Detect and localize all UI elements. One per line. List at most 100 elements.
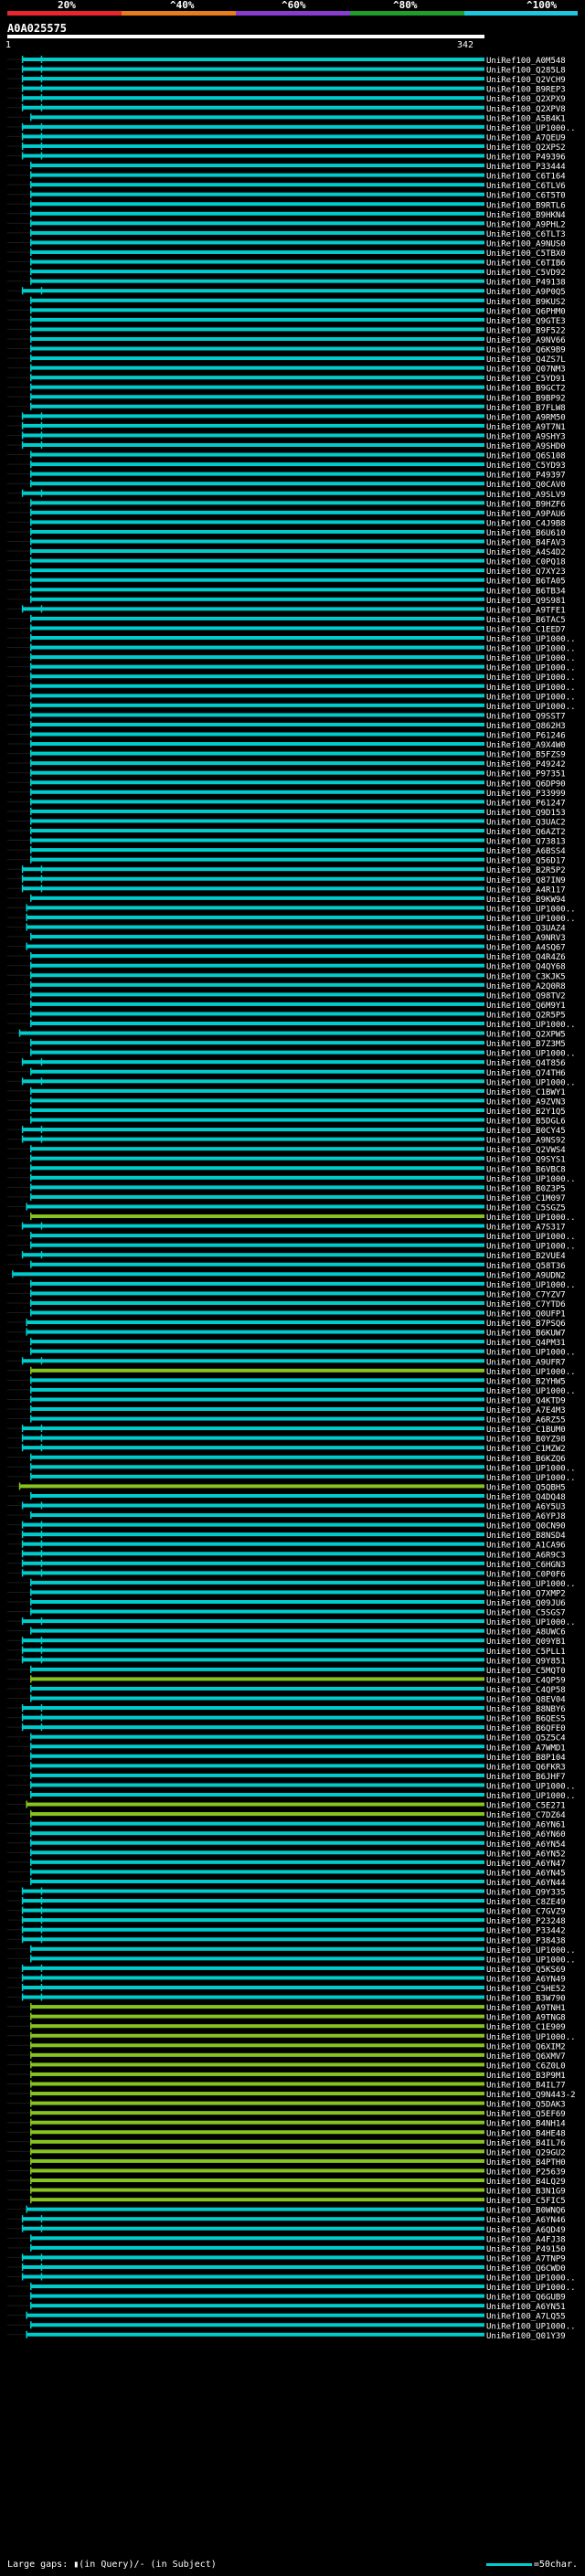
hit-label[interactable]: UniRef100_C5FIC5 xyxy=(486,2197,566,2206)
hit-row[interactable]: UniRef100_UP1000.. xyxy=(7,1173,576,1184)
hit-row[interactable]: UniRef100_B6KUW7 xyxy=(7,1328,566,1339)
hit-label[interactable]: UniRef100_C6TIB6 xyxy=(486,260,566,269)
hit-bar[interactable] xyxy=(31,1850,484,1855)
hit-row[interactable]: UniRef100_Q6PHM0 xyxy=(7,306,566,316)
hit-bar[interactable] xyxy=(22,1224,484,1228)
hit-row[interactable]: UniRef100_B2Y1Q5 xyxy=(7,1106,566,1117)
hit-label[interactable]: UniRef100_UP1000.. xyxy=(486,703,576,712)
hit-bar[interactable] xyxy=(22,1889,484,1893)
hit-bar[interactable] xyxy=(31,1590,484,1595)
hit-bar[interactable] xyxy=(31,1956,484,1961)
hit-row[interactable]: UniRef100_A5B4K1 xyxy=(7,113,566,123)
hit-label[interactable]: UniRef100_Q2XPX9 xyxy=(486,95,566,104)
hit-bar[interactable] xyxy=(22,1658,484,1662)
hit-label[interactable]: UniRef100_Q862H3 xyxy=(486,722,566,731)
hit-bar[interactable] xyxy=(31,1677,484,1681)
hit-bar[interactable] xyxy=(22,1532,484,1537)
hit-label[interactable]: UniRef100_A9NRV3 xyxy=(486,934,566,943)
hit-label[interactable]: UniRef100_C5PLL1 xyxy=(486,1648,566,1657)
hit-bar[interactable] xyxy=(31,1667,484,1671)
hit-row[interactable]: UniRef100_C6TLT3 xyxy=(7,228,566,239)
hit-row[interactable]: UniRef100_C4QP59 xyxy=(7,1675,566,1685)
hit-label[interactable]: UniRef100_B9HKN4 xyxy=(486,211,566,220)
hit-bar[interactable] xyxy=(31,2072,484,2076)
hit-row[interactable]: UniRef100_P61246 xyxy=(7,730,566,741)
hit-bar[interactable] xyxy=(22,58,484,61)
hit-bar[interactable] xyxy=(31,1465,484,1469)
hit-bar[interactable] xyxy=(31,1407,484,1411)
hit-label[interactable]: UniRef100_C6Z0L0 xyxy=(486,2062,566,2071)
hit-label[interactable]: UniRef100_A2Q0R8 xyxy=(486,982,566,991)
hit-label[interactable]: UniRef100_UP1000.. xyxy=(486,1243,576,1252)
hit-label[interactable]: UniRef100_B9GCT2 xyxy=(486,385,566,394)
hit-row[interactable]: UniRef100_P23248 xyxy=(7,1916,566,1926)
hit-bar[interactable] xyxy=(31,346,484,351)
hit-label[interactable]: UniRef100_A1CA96 xyxy=(486,1542,566,1551)
hit-label[interactable]: UniRef100_A6R9C3 xyxy=(486,1551,566,1560)
hit-label[interactable]: UniRef100_B6JHF7 xyxy=(486,1773,566,1782)
hit-label[interactable]: UniRef100_Q9S981 xyxy=(486,597,566,606)
hit-row[interactable]: UniRef100_A9SLV9 xyxy=(7,489,566,500)
hit-row[interactable]: UniRef100_B5DGL6 xyxy=(7,1116,566,1127)
hit-row[interactable]: UniRef100_A9SHY3 xyxy=(7,431,566,441)
hit-row[interactable]: UniRef100_P38438 xyxy=(7,1935,566,1945)
hit-label[interactable]: UniRef100_UP1000.. xyxy=(486,1021,576,1030)
hit-bar[interactable] xyxy=(31,751,484,756)
hit-label[interactable]: UniRef100_C6T5T0 xyxy=(486,192,566,201)
hit-bar[interactable] xyxy=(31,2236,484,2241)
hit-label[interactable]: UniRef100_A6YN51 xyxy=(486,2303,566,2312)
hit-bar[interactable] xyxy=(31,549,484,554)
hit-row[interactable]: UniRef100_C1BWY1 xyxy=(7,1087,566,1097)
hit-row[interactable]: UniRef100_B8NBY6 xyxy=(7,1704,566,1714)
hit-label[interactable]: UniRef100_C0P0F6 xyxy=(486,1570,566,1579)
hit-bar[interactable] xyxy=(31,230,484,235)
hit-row[interactable]: UniRef100_B2VUE4 xyxy=(7,1251,566,1261)
hit-bar[interactable] xyxy=(31,954,484,959)
hit-label[interactable]: UniRef100_Q01Y39 xyxy=(486,2332,566,2341)
hit-label[interactable]: UniRef100_Q6M9Y1 xyxy=(486,1002,566,1011)
hit-bar[interactable] xyxy=(31,1281,484,1286)
hit-row[interactable]: UniRef100_A6QD49 xyxy=(7,2224,566,2235)
hit-bar[interactable] xyxy=(31,1310,484,1315)
hit-row[interactable]: UniRef100_Q0UFP1 xyxy=(7,1309,566,1320)
hit-row[interactable]: UniRef100_UP1000.. xyxy=(7,634,576,644)
hit-row[interactable]: UniRef100_UP1000.. xyxy=(7,1781,576,1791)
hit-label[interactable]: UniRef100_Q09YB1 xyxy=(486,1638,566,1647)
hit-label[interactable]: UniRef100_B2YHW5 xyxy=(486,1377,566,1386)
hit-row[interactable]: UniRef100_C7DZ64 xyxy=(7,1810,566,1820)
hit-row[interactable]: UniRef100_Q3UAC2 xyxy=(7,817,566,827)
hit-label[interactable]: UniRef100_B9KUS2 xyxy=(486,298,566,307)
hit-bar[interactable] xyxy=(31,279,484,283)
hit-label[interactable]: UniRef100_C5SGZ5 xyxy=(486,1203,566,1213)
hit-label[interactable]: UniRef100_UP1000.. xyxy=(486,1050,576,1059)
hit-row[interactable]: UniRef100_B4FAV3 xyxy=(7,537,566,548)
hit-label[interactable]: UniRef100_UP1000.. xyxy=(486,1281,576,1290)
hit-row[interactable]: UniRef100_P49242 xyxy=(7,759,566,769)
hit-bar[interactable] xyxy=(31,1300,484,1305)
hit-label[interactable]: UniRef100_B2VUE4 xyxy=(486,1252,566,1261)
hit-bar[interactable] xyxy=(31,1879,484,1883)
hit-row[interactable]: UniRef100_C0PQ18 xyxy=(7,557,566,567)
hit-row[interactable]: UniRef100_A9NS92 xyxy=(7,1135,566,1146)
hit-row[interactable]: UniRef100_B8P104 xyxy=(7,1752,566,1763)
hit-bar[interactable] xyxy=(31,655,484,660)
hit-bar[interactable] xyxy=(31,1696,484,1701)
hit-row[interactable]: UniRef100_Q58T36 xyxy=(7,1260,566,1271)
hit-bar[interactable] xyxy=(31,250,484,254)
hit-bar[interactable] xyxy=(31,694,484,698)
hit-bar[interactable] xyxy=(27,944,484,949)
hit-row[interactable]: UniRef100_B7PSQ6 xyxy=(7,1319,566,1329)
hit-row[interactable]: UniRef100_A6Y5U3 xyxy=(7,1501,566,1512)
hit-label[interactable]: UniRef100_A6YN46 xyxy=(486,2216,566,2225)
hit-bar[interactable] xyxy=(31,2149,484,2154)
hit-label[interactable]: UniRef100_P33444 xyxy=(486,163,566,172)
hit-row[interactable]: UniRef100_C6T164 xyxy=(7,171,566,182)
hit-bar[interactable] xyxy=(27,925,484,929)
hit-row[interactable]: UniRef100_B2R5P2 xyxy=(7,865,566,875)
hit-label[interactable]: UniRef100_B6QES5 xyxy=(486,1715,566,1724)
hit-label[interactable]: UniRef100_A6QD49 xyxy=(486,2226,566,2235)
hit-row[interactable]: UniRef100_Q56D17 xyxy=(7,855,566,866)
hit-bar[interactable] xyxy=(31,1513,484,1518)
hit-bar[interactable] xyxy=(31,1734,484,1739)
hit-bar[interactable] xyxy=(31,809,484,813)
